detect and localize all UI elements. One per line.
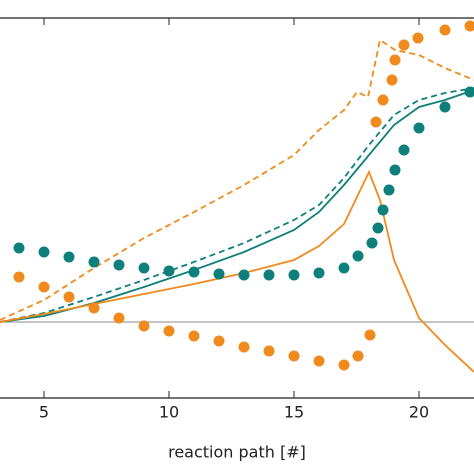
data-point [366,237,378,249]
data-point [13,242,25,254]
data-point [413,122,425,134]
data-point [464,86,474,98]
x-tick-label: 20 [409,403,429,422]
line-series [0,89,474,323]
line-series [0,169,474,373]
data-point [372,222,384,234]
data-point [386,74,398,86]
data-point [113,312,125,324]
data-point [188,330,200,342]
data-point [439,101,451,113]
line-series [0,38,474,321]
data-point [398,39,410,51]
data-point [138,262,150,274]
data-point [213,335,225,347]
data-point [338,359,350,371]
data-point [383,184,395,196]
line-series [0,87,474,323]
data-point [389,164,401,176]
data-point [412,32,424,44]
data-point [88,302,100,314]
data-point [439,24,451,36]
data-point [38,281,50,293]
data-point [364,329,376,341]
data-point [188,266,200,278]
x-tick-label: 15 [284,403,304,422]
data-point [138,320,150,332]
data-point [313,355,325,367]
data-point [377,204,389,216]
x-tick-label: 10 [159,403,179,422]
data-point [377,94,389,106]
data-point [213,268,225,280]
data-point [13,271,25,283]
data-point [63,291,75,303]
data-point [263,345,275,357]
data-point [352,250,364,262]
data-point [238,269,250,281]
data-point [38,246,50,258]
data-point [338,262,350,274]
data-point [352,350,364,362]
data-point [370,116,382,128]
x-tick-label: 5 [39,403,49,422]
data-point [238,341,250,353]
data-point [464,20,474,32]
data-point [389,54,401,66]
data-point [263,269,275,281]
data-point [113,259,125,271]
data-point [163,265,175,277]
data-point [288,350,300,362]
data-point [288,269,300,281]
data-point [163,325,175,337]
data-point [398,144,410,156]
data-point [63,251,75,263]
x-axis-label: reaction path [#] [168,443,306,462]
data-point [88,256,100,268]
data-point [313,267,325,279]
